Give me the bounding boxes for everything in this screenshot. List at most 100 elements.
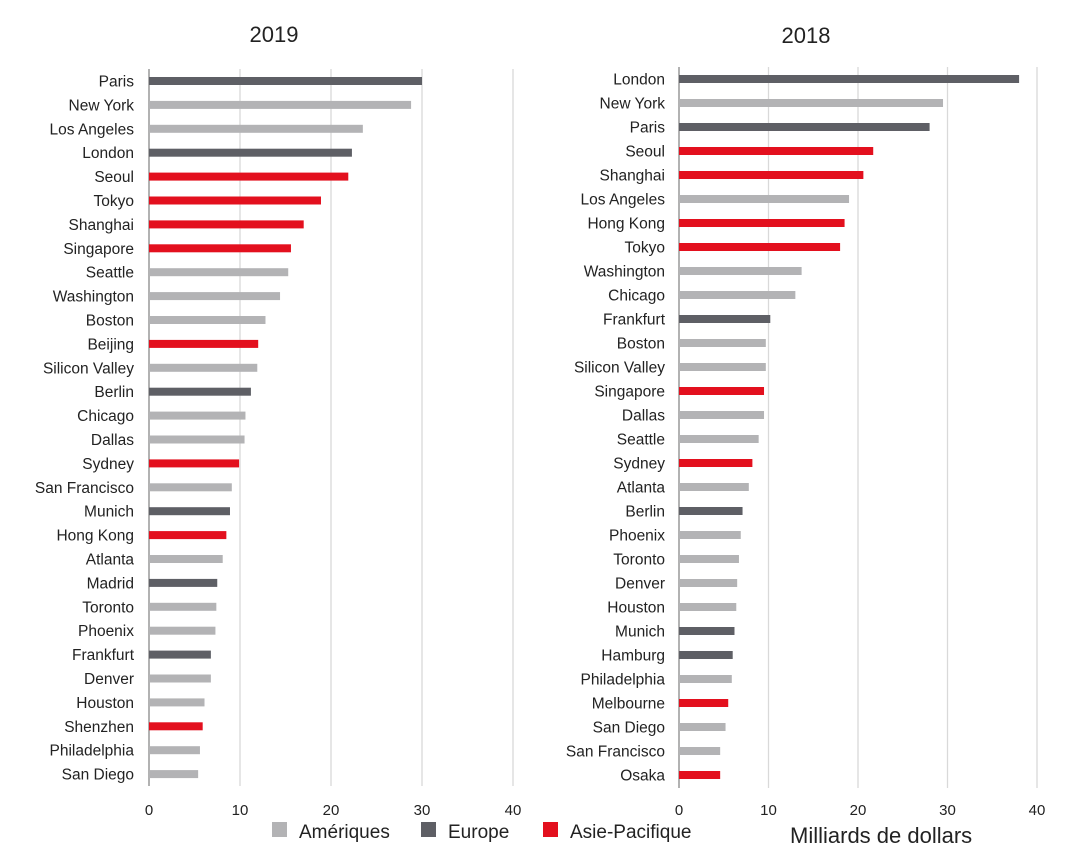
bar-washington bbox=[149, 292, 281, 301]
legend-label-asie-pacifique: Asie-Pacifique bbox=[570, 822, 691, 843]
category-label-sydney: Sydney bbox=[613, 456, 665, 473]
bar-san-diego bbox=[149, 770, 199, 779]
category-label-san-francisco: San Francisco bbox=[35, 480, 134, 497]
category-label-melbourne: Melbourne bbox=[592, 696, 665, 713]
category-label-denver: Denver bbox=[84, 671, 134, 688]
legend-label-ameriques: Amériques bbox=[299, 822, 390, 843]
category-label-los-angeles: Los Angeles bbox=[581, 192, 666, 209]
category-label-madrid: Madrid bbox=[87, 575, 134, 592]
category-label-seattle: Seattle bbox=[617, 432, 665, 449]
category-label-atlanta: Atlanta bbox=[617, 480, 666, 497]
category-label-chicago: Chicago bbox=[608, 288, 665, 305]
bar-san-diego bbox=[679, 723, 726, 731]
bar-chicago bbox=[149, 411, 246, 420]
bar-munich bbox=[149, 507, 230, 516]
category-label-philadelphia: Philadelphia bbox=[50, 743, 135, 760]
category-label-seoul: Seoul bbox=[94, 169, 134, 186]
category-label-washington: Washington bbox=[584, 264, 665, 281]
category-label-paris: Paris bbox=[99, 74, 135, 91]
bar-london bbox=[149, 148, 352, 157]
category-label-london: London bbox=[82, 145, 134, 162]
category-label-boston: Boston bbox=[86, 313, 134, 330]
chart-panel-2018: 2018 0 10 20 30 40 London New York Paris Seoul Sh… bbox=[566, 23, 1045, 819]
category-label-new-york: New York bbox=[600, 96, 666, 113]
bar-phoenix bbox=[149, 626, 216, 635]
category-label-berlin: Berlin bbox=[625, 504, 665, 521]
bar-berlin bbox=[149, 387, 251, 396]
category-label-atlanta: Atlanta bbox=[86, 552, 135, 569]
category-label-boston: Boston bbox=[617, 336, 665, 353]
bar-frankfurt bbox=[679, 315, 771, 323]
bar-chicago bbox=[679, 291, 796, 299]
bar-san-francisco bbox=[679, 747, 721, 755]
bar-washington bbox=[679, 267, 802, 275]
bar-atlanta bbox=[149, 555, 223, 563]
category-label-chicago: Chicago bbox=[77, 408, 134, 425]
bar-madrid bbox=[149, 578, 218, 587]
category-label-washington: Washington bbox=[53, 289, 134, 306]
category-label-los-angeles: Los Angeles bbox=[50, 121, 135, 138]
category-label-new-york: New York bbox=[69, 97, 135, 114]
bar-tokyo bbox=[679, 243, 841, 251]
bar-new-york bbox=[679, 99, 944, 107]
panel-title-2018: 2018 bbox=[782, 23, 831, 48]
x-tick-label-0: 0 bbox=[145, 802, 153, 819]
bar-melbourne bbox=[679, 699, 729, 707]
legend: Amériques Europe Asie-Pacifique bbox=[272, 822, 691, 843]
category-label-denver: Denver bbox=[615, 576, 665, 593]
category-label-san-francisco: San Francisco bbox=[566, 744, 665, 761]
category-label-seoul: Seoul bbox=[625, 144, 665, 161]
bar-los-angeles bbox=[679, 195, 850, 203]
bar-denver bbox=[679, 579, 738, 587]
category-label-phoenix: Phoenix bbox=[609, 528, 665, 545]
bar-boston bbox=[679, 339, 766, 347]
bar-toronto bbox=[679, 555, 739, 563]
bar-silicon-valley bbox=[679, 363, 766, 371]
category-label-shenzhen: Shenzhen bbox=[64, 719, 134, 736]
category-label-osaka: Osaka bbox=[620, 768, 665, 785]
x-tick-label-30: 30 bbox=[939, 802, 956, 819]
category-label-singapore: Singapore bbox=[63, 241, 134, 258]
category-label-hong-kong: Hong Kong bbox=[56, 528, 134, 545]
bar-silicon-valley bbox=[149, 363, 258, 372]
bar-houston bbox=[679, 603, 737, 611]
bar-london bbox=[679, 75, 1020, 83]
bar-dallas bbox=[149, 435, 245, 444]
bar-tokyo bbox=[149, 196, 321, 205]
bar-toronto bbox=[149, 602, 217, 611]
category-label-singapore: Singapore bbox=[594, 384, 665, 401]
category-label-houston: Houston bbox=[607, 600, 665, 617]
bar-san-francisco bbox=[149, 483, 232, 492]
x-tick-label-40: 40 bbox=[1029, 802, 1046, 819]
bar-singapore bbox=[679, 387, 765, 395]
x-tick-label-10: 10 bbox=[760, 802, 777, 819]
bar-seattle bbox=[149, 268, 289, 277]
bar-singapore bbox=[149, 244, 291, 253]
category-label-seattle: Seattle bbox=[86, 265, 134, 282]
bar-hong-kong bbox=[679, 219, 845, 227]
bar-seattle bbox=[679, 435, 759, 443]
bar-philadelphia bbox=[679, 675, 732, 683]
x-tick-label-40: 40 bbox=[505, 802, 522, 819]
x-tick-label-20: 20 bbox=[323, 802, 340, 819]
category-label-philadelphia: Philadelphia bbox=[581, 672, 666, 689]
category-label-tokyo: Tokyo bbox=[625, 240, 666, 257]
category-label-tokyo: Tokyo bbox=[94, 193, 135, 210]
bar-boston bbox=[149, 316, 266, 324]
panel-title-2019: 2019 bbox=[250, 22, 299, 47]
category-label-toronto: Toronto bbox=[613, 552, 665, 569]
bar-seoul bbox=[679, 147, 874, 155]
bar-phoenix bbox=[679, 531, 741, 539]
category-label-paris: Paris bbox=[630, 120, 666, 137]
bar-osaka bbox=[679, 771, 721, 779]
bar-hong-kong bbox=[149, 531, 227, 540]
category-label-san-diego: San Diego bbox=[62, 767, 134, 784]
bar-seoul bbox=[149, 172, 349, 181]
category-label-houston: Houston bbox=[76, 695, 134, 712]
category-label-sydney: Sydney bbox=[82, 456, 134, 473]
category-label-hamburg: Hamburg bbox=[601, 648, 665, 665]
category-label-dallas: Dallas bbox=[622, 408, 665, 425]
bar-shanghai bbox=[149, 220, 304, 229]
category-label-shanghai: Shanghai bbox=[68, 217, 134, 234]
